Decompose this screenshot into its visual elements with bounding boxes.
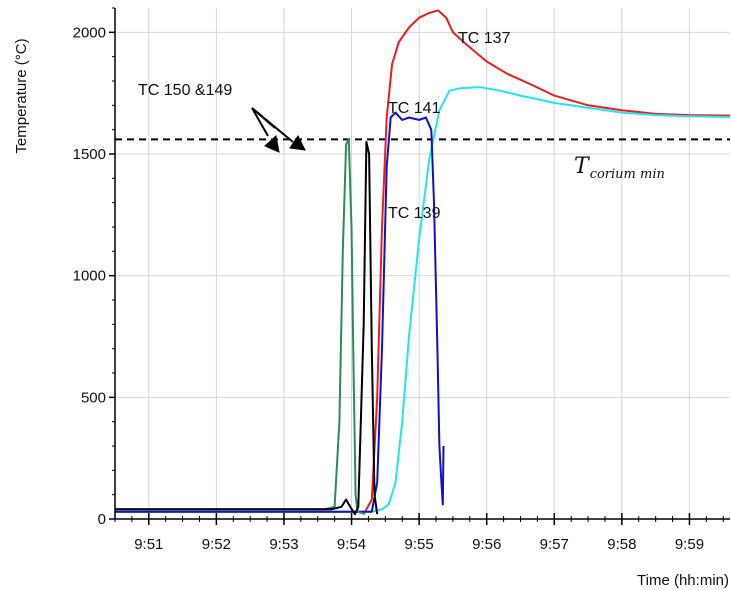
x-tick-label: 9:51 [134,536,163,553]
threshold-label: Tcorium min [574,154,665,182]
y-tick-label: 500 [81,389,106,406]
y-tick-label: 0 [98,511,106,528]
series-line-tc139 [115,111,445,513]
x-tick-label: 9:55 [405,536,434,553]
label-tc137: TC 137 [458,30,511,47]
grid [115,8,730,519]
label-tc139: TC 139 [388,205,441,222]
x-tick-label: 9:52 [202,536,231,553]
series-line-tc149 [115,140,379,516]
axes [109,7,730,525]
tick-labels: 0 500 1000 1500 2000 9:51 9:52 9:53 9:54 9:55 9:56… [73,24,704,553]
arrow-tc150-149 [251,107,306,153]
x-tick-label: 9:59 [675,536,704,553]
x-axis-title: Time (hh:min) [637,572,729,589]
series-line-tc141 [115,86,731,513]
x-tick-label: 9:57 [540,536,569,553]
x-tick-label: 9:53 [269,536,298,553]
threshold-label-sub: corium min [590,167,665,182]
x-tick-label: 9:58 [607,536,636,553]
series-layer [115,9,731,516]
label-tc150-149: TC 150 &149 [138,82,232,99]
x-tick-label: 9:56 [472,536,501,553]
y-axis-title: Temperature (°C) [13,38,30,153]
series-line-tc150 [115,138,366,516]
series-line-tc137 [115,9,731,513]
x-tick-label: 9:54 [337,536,366,553]
y-tick-label: 1000 [73,268,106,285]
y-tick-label: 1500 [73,146,106,163]
label-tc141: TC 141 [388,100,441,117]
y-tick-label: 2000 [73,24,106,41]
threshold-label-main: T [574,154,591,179]
